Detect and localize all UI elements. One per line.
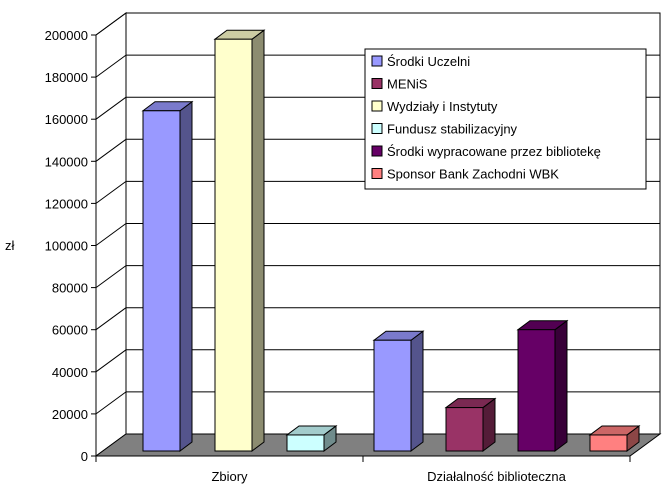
legend: Środki Uczelni MENiS Wydziały i Instytuty F… xyxy=(364,48,647,190)
bar xyxy=(444,397,497,452)
gridline-side xyxy=(95,180,127,204)
y-tick-label: 140000 xyxy=(45,154,88,169)
y-tick-label: 20000 xyxy=(52,407,88,422)
legend-swatch xyxy=(371,168,383,179)
bars-layer xyxy=(141,29,641,452)
legend-swatch xyxy=(371,55,383,67)
legend-label: MENiS xyxy=(387,77,428,92)
legend-swatch xyxy=(371,78,383,89)
bar xyxy=(516,319,569,452)
legend-box xyxy=(364,48,647,190)
bar-front xyxy=(589,434,628,452)
y-tick-label: 60000 xyxy=(52,323,88,338)
legend-label: Środki Uczelni xyxy=(387,54,470,69)
bar xyxy=(372,330,425,452)
legend-swatch xyxy=(371,123,383,134)
bar-side xyxy=(179,100,193,452)
bar-front xyxy=(142,110,181,452)
y-tick-label: 200000 xyxy=(45,28,88,43)
bar xyxy=(285,424,338,452)
bar xyxy=(588,424,641,452)
y-axis-label: zł xyxy=(5,238,15,253)
bar-front xyxy=(286,434,325,452)
bar-side xyxy=(410,330,424,452)
legend-label: Wydziały i Instytuty xyxy=(387,99,498,114)
gridline-side xyxy=(95,138,127,162)
bar-side xyxy=(554,319,568,452)
y-tick-label: 0 xyxy=(81,449,88,464)
bar-front xyxy=(445,407,484,452)
gridline-side xyxy=(95,349,127,373)
bar-front xyxy=(214,38,253,452)
gridline-side xyxy=(95,307,127,331)
gridline-side xyxy=(95,391,127,415)
bar-front xyxy=(517,329,556,452)
legend-label: Fundusz stabilizacyjny xyxy=(387,122,518,137)
y-tick-label: 80000 xyxy=(52,281,88,296)
y-tick-label: 120000 xyxy=(45,196,88,211)
y-tick-label: 100000 xyxy=(45,239,88,254)
bar-front xyxy=(373,339,412,452)
legend-label: Sponsor Bank Zachodni WBK xyxy=(387,167,559,182)
y-tick-label: 160000 xyxy=(45,112,88,127)
bar xyxy=(213,29,266,452)
bar-side xyxy=(251,29,265,452)
legend-swatch xyxy=(371,145,383,157)
gridline-side xyxy=(95,96,127,120)
legend-label: Środki wypracowane przez bibliotekę xyxy=(387,144,601,159)
x-tick-label: Działalność biblioteczna xyxy=(427,469,567,484)
legend-swatch xyxy=(371,100,383,112)
gridline-side xyxy=(95,12,127,36)
gridline-side xyxy=(95,223,127,246)
gridline-side xyxy=(95,265,127,289)
x-tick-label: Zbiory xyxy=(211,469,248,484)
gridline-side xyxy=(95,54,127,78)
y-tick-label: 40000 xyxy=(52,365,88,380)
y-tick-label: 180000 xyxy=(45,70,88,85)
axis-layer: 0 20000 40000 60000 80000 100000 120000 140000 1… xyxy=(45,28,631,484)
bar xyxy=(141,100,194,452)
